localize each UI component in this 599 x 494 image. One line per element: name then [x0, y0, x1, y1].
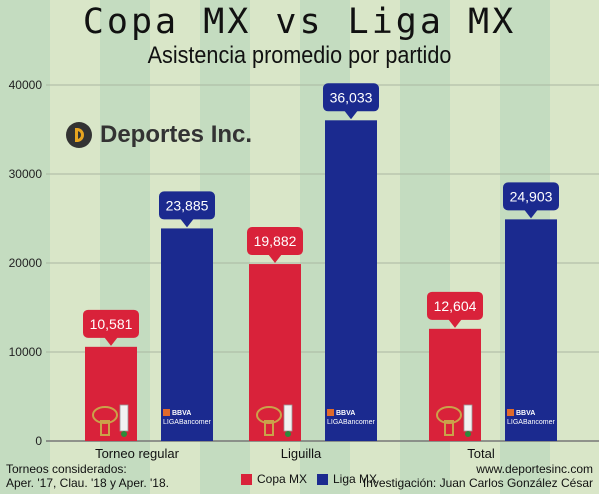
legend-swatch-liga: [317, 473, 328, 485]
legend-item-copa: Copa MX: [241, 472, 307, 486]
data-label: 36,033: [330, 89, 373, 105]
y-tick-label: 20000: [9, 256, 43, 270]
data-label-pointer: [344, 110, 358, 120]
footnote: Torneos considerados: Aper. '17, Clau. '…: [6, 462, 169, 490]
data-label: 23,885: [166, 197, 209, 213]
copa-mx-trophy-icon: [256, 404, 293, 437]
footnote-line-1: Torneos considerados:: [6, 462, 127, 476]
brand-logo-text: Deportes Inc.: [100, 121, 253, 148]
data-label-pointer: [268, 254, 282, 264]
brand-logo: Deportes Inc.: [66, 118, 252, 152]
data-label-pointer: [104, 336, 118, 346]
y-tick-label: 10000: [9, 345, 43, 359]
credits: www.deportesinc.com Investigación: Juan …: [363, 462, 593, 490]
data-label-bubble: [323, 83, 379, 112]
x-category-label: Total: [467, 446, 495, 461]
data-label-bubble: [503, 182, 559, 211]
data-label-pointer: [524, 209, 538, 219]
data-label: 12,604: [434, 298, 477, 314]
data-label: 19,882: [254, 233, 297, 249]
background-band: [550, 0, 599, 494]
legend-label-copa: Copa MX: [257, 472, 308, 486]
liga-logo-text-bbva: BBVA: [336, 410, 355, 417]
footnote-line-2: Aper. '17, Clau. '18 y Aper. '18.: [6, 476, 169, 490]
liga-logo-text-bbva: BBVA: [516, 410, 535, 417]
data-label-pointer: [180, 218, 194, 228]
bar: [325, 120, 377, 441]
y-tick-label: 40000: [9, 78, 43, 92]
credit-text: Investigación: Juan Carlos González Césa…: [362, 476, 593, 490]
liga-bbva-bancomer-logo-icon: BBVA LIGABancomer: [507, 409, 556, 426]
deportes-inc-logo-icon: [66, 122, 92, 148]
data-label-pointer: [448, 318, 462, 328]
website-text: www.deportesinc.com: [476, 462, 593, 476]
data-label-bubble: [159, 191, 215, 220]
liga-logo-text-bancomer: LIGABancomer: [507, 419, 556, 426]
legend-item-liga: Liga MX: [317, 472, 377, 486]
copa-mx-trophy-icon: [436, 404, 473, 437]
x-category-label: Torneo regular: [95, 446, 179, 461]
y-tick-label: 0: [35, 434, 42, 448]
liga-logo-text-bancomer: LIGABancomer: [327, 419, 376, 426]
data-label-bubble: [427, 291, 483, 320]
liga-logo-text-bancomer: LIGABancomer: [163, 419, 212, 426]
bar: [85, 346, 137, 441]
liga-bbva-bancomer-logo-icon: BBVA LIGABancomer: [327, 409, 376, 426]
legend-label-liga: Liga MX: [333, 472, 378, 486]
legend-swatch-copa: [241, 473, 252, 485]
data-label-bubble: [83, 309, 139, 338]
data-label: 10,581: [90, 316, 133, 332]
x-category-label: Liguilla: [281, 446, 322, 461]
chart-subtitle: Asistencia promedio por partido: [147, 42, 452, 69]
data-label-bubble: [247, 227, 303, 256]
data-label: 24,903: [510, 188, 553, 204]
bar: [161, 228, 213, 441]
chart-title: Copa MX vs Liga MX: [82, 2, 517, 42]
background-band: [0, 0, 50, 494]
liga-logo-text-bbva: BBVA: [172, 410, 191, 417]
bar: [429, 328, 481, 441]
copa-mx-trophy-icon: [92, 404, 129, 437]
bar: [505, 219, 557, 441]
liga-bbva-bancomer-logo-icon: BBVA LIGABancomer: [163, 409, 212, 426]
y-tick-label: 30000: [9, 167, 43, 181]
